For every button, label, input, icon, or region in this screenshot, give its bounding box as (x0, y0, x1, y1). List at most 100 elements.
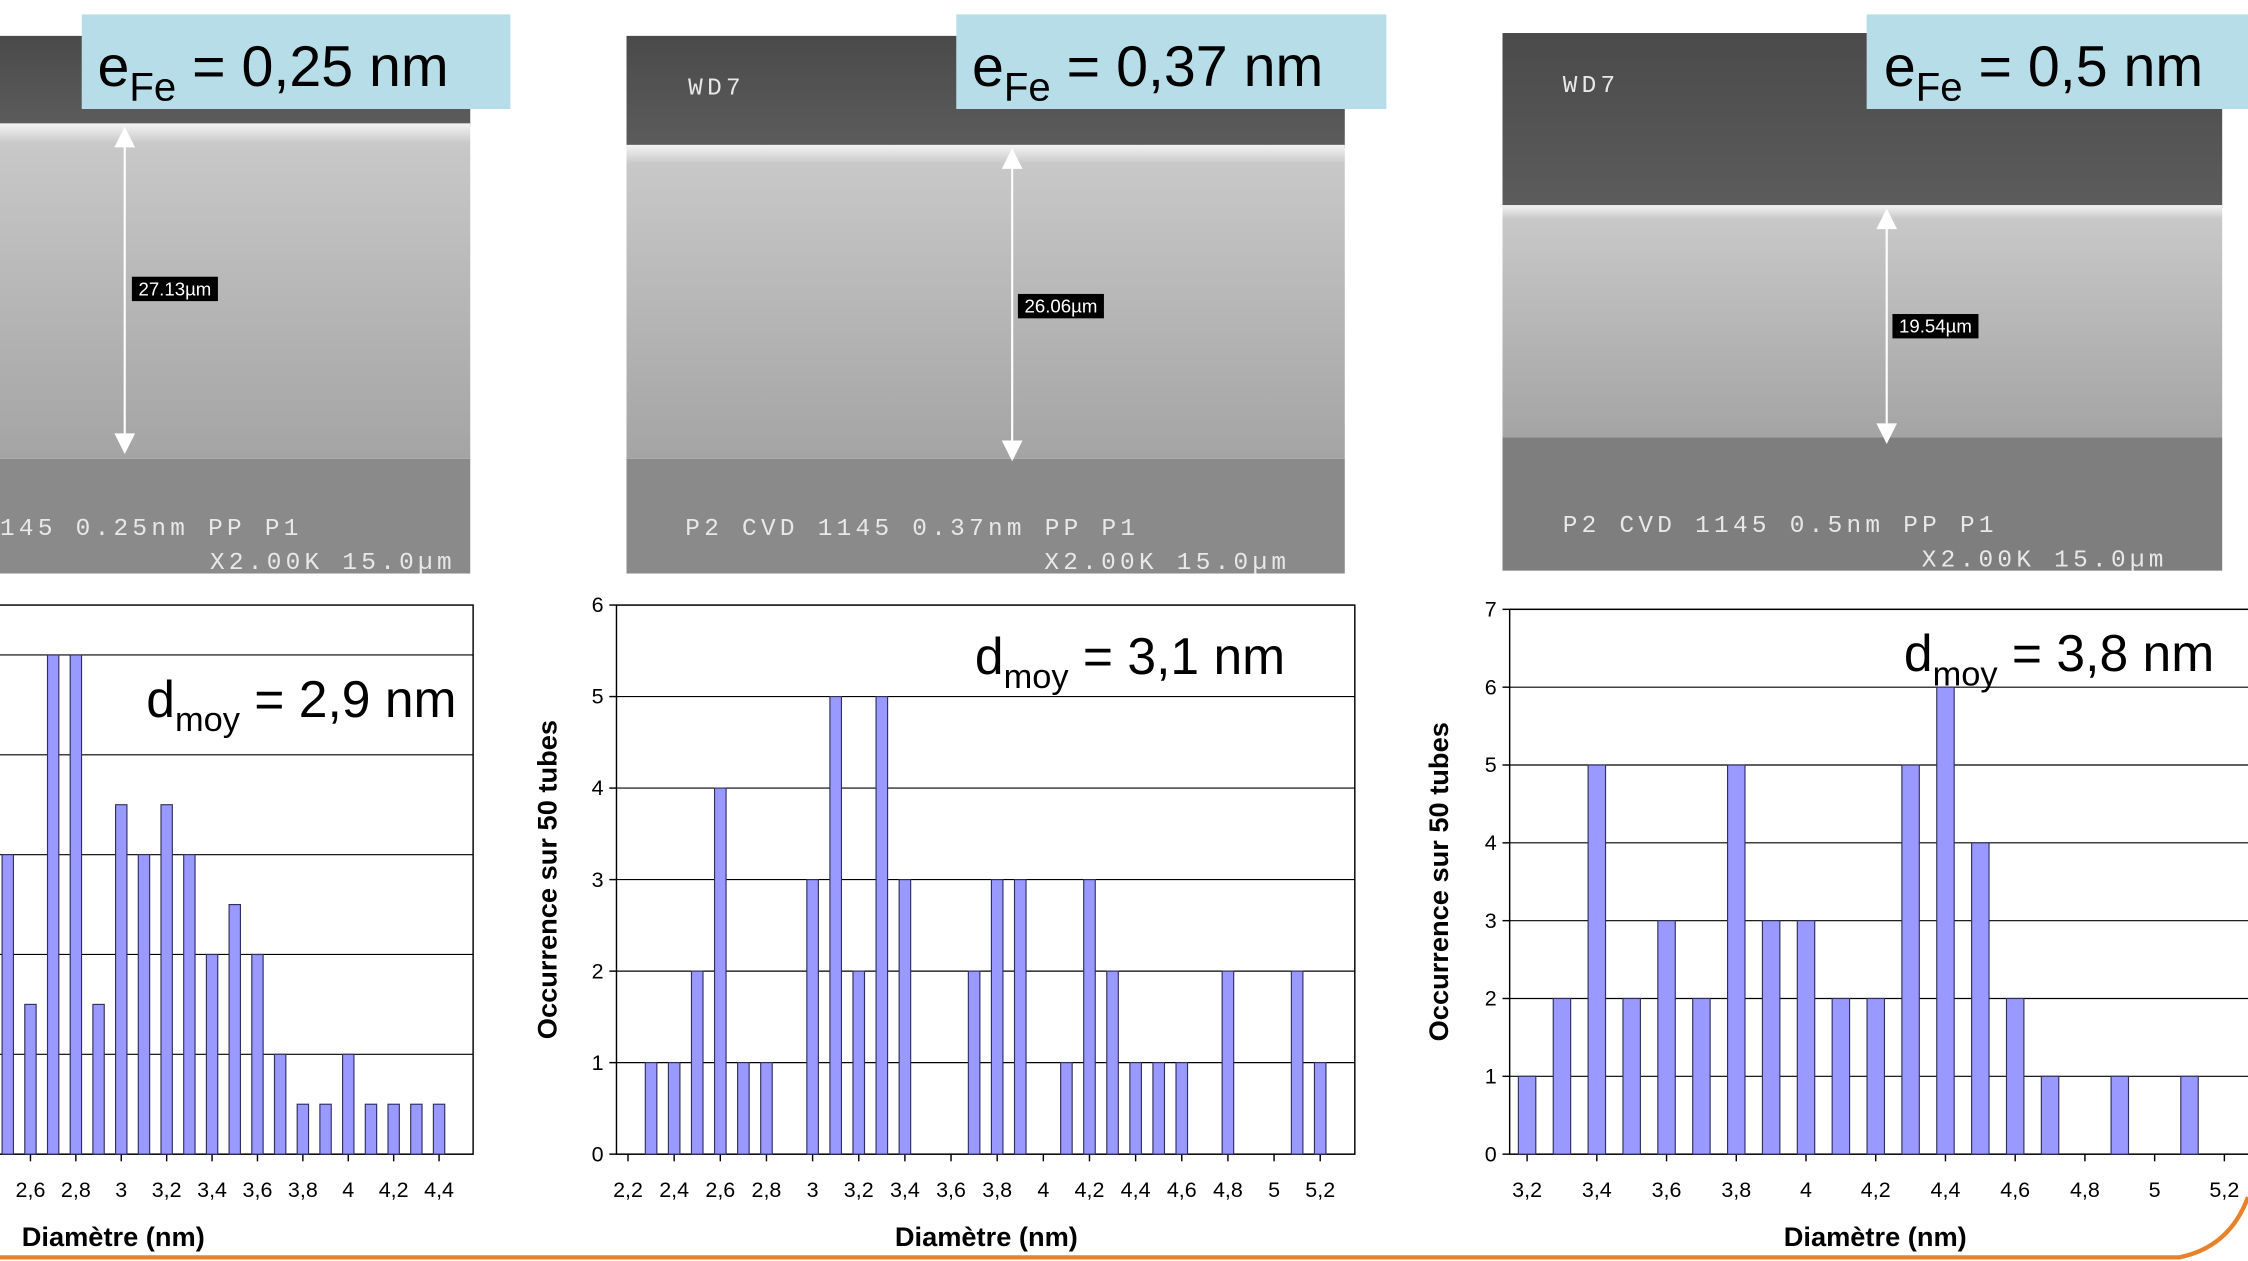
bar (364, 1103, 378, 1155)
sem-film (1502, 205, 2223, 438)
bar (1129, 1062, 1142, 1155)
bar (251, 953, 264, 1155)
chart-annotation-sub: moy (175, 701, 241, 739)
bar (24, 1003, 37, 1155)
bar (690, 970, 704, 1155)
bar (1, 854, 15, 1155)
bar (115, 804, 128, 1155)
bar (2040, 1075, 2060, 1155)
x-tick-label: 4,8 (1213, 1178, 1243, 1202)
bar (2005, 997, 2025, 1155)
bar (1106, 970, 1119, 1155)
x-tick-label: 4,2 (1861, 1178, 1891, 1202)
sem-info: 145 0.25nm PP P1 (0, 516, 303, 543)
y-tick-label: 0 (592, 1142, 604, 1166)
chart-annotation-rest: = 3,8 nm (1998, 624, 2215, 682)
x-tick-label: 5,2 (1305, 1178, 1335, 1202)
panel-label: eFe = 0,25 nm (97, 35, 448, 109)
chart-annotation-main: d (146, 670, 175, 728)
y-tick-label: 3 (1485, 909, 1497, 933)
x-tick-label: 4,2 (1075, 1178, 1105, 1202)
panel-label-main: e (1884, 35, 1916, 99)
x-tick-label: 3 (115, 1178, 127, 1202)
bar (990, 879, 1004, 1155)
bar (1221, 970, 1235, 1155)
bar (1866, 997, 1886, 1155)
bar (1831, 997, 1851, 1155)
bar (1657, 920, 1676, 1155)
x-tick-label: 3,8 (288, 1178, 318, 1202)
bar (875, 695, 889, 1155)
sem-scale: X2.00K 15.0µm (210, 550, 456, 577)
bar (737, 1062, 750, 1155)
x-tick-label: 2,4 (659, 1178, 689, 1202)
panel-label: eFe = 0,37 nm (972, 35, 1323, 109)
x-tick-label: 2,8 (61, 1178, 91, 1202)
sem-substrate (0, 458, 471, 574)
bar (1517, 1075, 1537, 1155)
y-axis-title: Occurrence sur 50 tubes (531, 720, 562, 1039)
x-tick-label: 3 (807, 1178, 819, 1202)
y-tick-label: 5 (1485, 753, 1497, 777)
chart-annotation-rest: = 2,9 nm (240, 670, 457, 728)
y-tick-label: 4 (592, 776, 604, 800)
sem-film (626, 144, 1345, 459)
bar (1726, 764, 1746, 1155)
panel-label-sub: Fe (129, 64, 176, 109)
bar (806, 879, 819, 1155)
bar (829, 695, 843, 1155)
bar (967, 970, 981, 1155)
panel-label-sub: Fe (1916, 64, 1963, 109)
measure-box (1017, 293, 1104, 319)
bar (1692, 997, 1711, 1155)
y-tick-label: 4 (1485, 831, 1497, 855)
x-tick-label: 3,6 (936, 1178, 966, 1202)
bar (1587, 764, 1607, 1155)
bar (46, 654, 60, 1155)
y-tick-label: 3 (592, 868, 604, 892)
sem-substrate (1502, 437, 2223, 571)
sem-images: 27.13µm 26.06µm 19.54µm WD7 WD7 145 0.25… (0, 14, 2248, 577)
bar (713, 787, 727, 1155)
x-tick-label: 4,2 (379, 1178, 409, 1202)
chart-annotation: dmoy = 3,8 nm (1904, 624, 2214, 693)
bar (1060, 1062, 1073, 1155)
bar (342, 1053, 355, 1155)
x-tick-label: 3,4 (1582, 1178, 1612, 1202)
x-tick-label: 4,6 (1167, 1178, 1197, 1202)
x-axis-title: Diamètre (nm) (1784, 1221, 1967, 1252)
sem-info: P2 CVD 1145 0.5nm PP P1 (1563, 513, 1998, 540)
bar (1013, 879, 1027, 1155)
sem-info: P2 CVD 1145 0.37nm PP P1 (685, 516, 1139, 543)
bar (1622, 997, 1641, 1155)
x-tick-label: 2,6 (705, 1178, 735, 1202)
y-tick-label: 2 (1485, 987, 1497, 1011)
label-box (1866, 14, 2248, 110)
chart-annotation: dmoy = 2,9 nm (146, 670, 456, 739)
y-tick-label: 1 (592, 1051, 604, 1075)
bar (1796, 920, 1816, 1155)
panel-label-rest: = 0,25 nm (176, 35, 448, 99)
y-axis-title: Occurrence sur 50 tubes (1423, 722, 1454, 1041)
x-tick-label: 3,2 (152, 1178, 182, 1202)
bar (137, 854, 151, 1155)
chart-annotation-rest: = 3,1 nm (1069, 627, 1286, 685)
chart-annotation-main: d (1904, 624, 1933, 682)
panel-label-main: e (97, 35, 129, 99)
x-tick-label: 4 (342, 1178, 354, 1202)
measure-arrows (114, 126, 1898, 462)
bar (92, 1003, 105, 1155)
x-tick-label: 4,4 (1121, 1178, 1151, 1202)
x-tick-label: 2,2 (613, 1178, 643, 1202)
x-tick-label: 4,6 (2000, 1178, 2030, 1202)
label-box (81, 14, 511, 110)
panel-label-rest: = 0,37 nm (1051, 35, 1323, 99)
chart-annotation-sub: moy (1004, 658, 1070, 696)
y-tick-label: 7 (1485, 598, 1497, 622)
x-tick-label: 2,6 (16, 1178, 46, 1202)
bar (387, 1103, 400, 1155)
decor-line (0, 1196, 2248, 1260)
bar (1313, 1062, 1327, 1155)
bar (228, 903, 242, 1155)
bar (667, 1062, 681, 1155)
